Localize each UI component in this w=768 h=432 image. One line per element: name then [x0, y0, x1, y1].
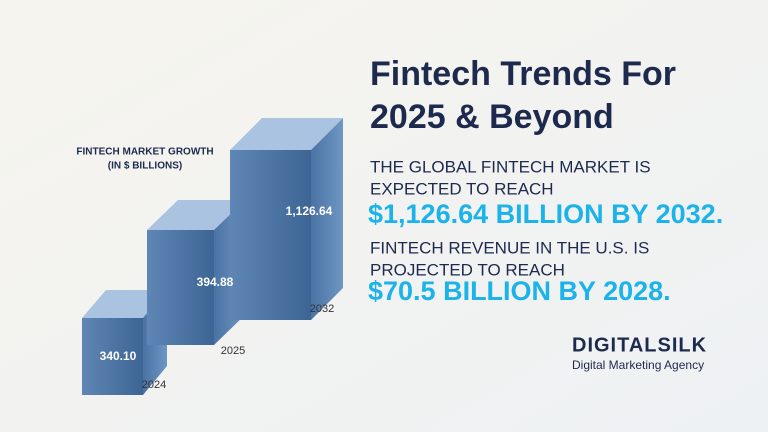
box-top [230, 118, 343, 150]
bar-year: 2032 [310, 303, 334, 315]
stat-highlight: $70.5 BILLION BY 2028. [368, 276, 671, 306]
bar-value: 1,126.64 [286, 204, 333, 218]
box-side [311, 118, 343, 320]
stat-text: FINTECH REVENUE IN THE U.S. IS [370, 238, 649, 257]
bar-illustrations [82, 118, 343, 395]
chart-label: FINTECH MARKET GROWTH [76, 147, 213, 158]
bar-year: 2025 [221, 345, 245, 357]
box-front [82, 318, 143, 395]
title: Fintech Trends For [370, 55, 676, 93]
box-top [147, 200, 245, 230]
stat-text: EXPECTED TO REACH [370, 179, 554, 198]
stat-text: THE GLOBAL FINTECH MARKET IS [370, 157, 651, 176]
box-front [230, 150, 311, 320]
stat-highlight: $1,126.64 BILLION BY 2032. [368, 199, 723, 229]
bar-year: 2024 [142, 379, 166, 391]
brand-tagline: Digital Marketing Agency [572, 358, 704, 372]
title: 2025 & Beyond [370, 98, 614, 136]
box-front [147, 230, 214, 345]
box-top [82, 290, 167, 318]
bar-value: 340.10 [100, 349, 137, 363]
stat-text: PROJECTED TO REACH [370, 260, 565, 279]
brand-name: DIGITALSILK [572, 334, 707, 356]
chart-label: (IN $ BILLIONS) [108, 161, 182, 172]
bar-value: 394.88 [197, 275, 234, 289]
